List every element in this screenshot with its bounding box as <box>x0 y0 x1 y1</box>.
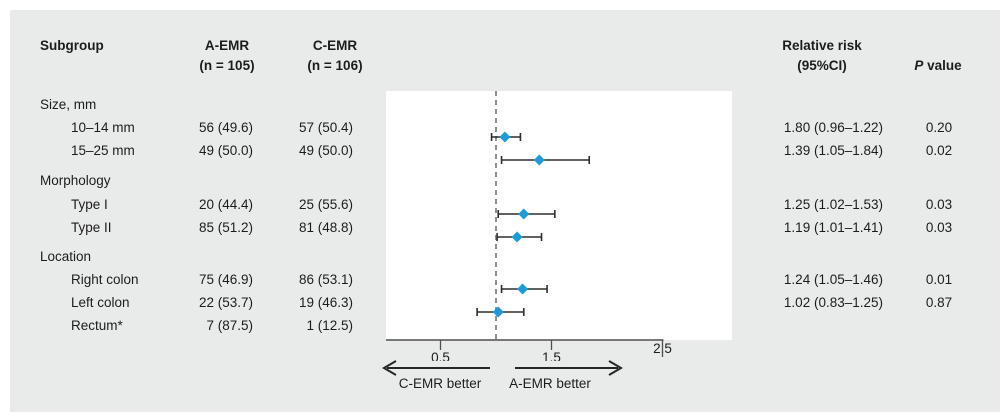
row-label: Type I <box>71 197 108 212</box>
p-value: 0.03 <box>925 197 953 212</box>
p-value-italic-p: P <box>914 58 924 73</box>
header-c-emr: C-EMR <box>312 38 358 53</box>
estimate-diamond <box>518 208 530 220</box>
relative-risk-value: 1.25 (1.02–1.53) <box>783 197 883 212</box>
estimate-diamond <box>492 306 504 318</box>
a-emr-value: 20 (44.4) <box>198 197 253 212</box>
x-tick-label: 0.5 <box>431 350 450 361</box>
p-value: 0.20 <box>925 120 953 135</box>
relative-risk-value: 1.02 (0.83–1.25) <box>783 295 883 310</box>
left-arrow-head <box>382 360 397 376</box>
forest-plot-canvas: 0.5 1.52.5 <box>386 91 732 361</box>
c-emr-value: 57 (50.4) <box>298 120 353 135</box>
p-value-rest: value <box>923 58 962 73</box>
header-relative-risk-ci: (95%CI) <box>797 58 847 73</box>
relative-risk-value: 1.39 (1.05–1.84) <box>783 143 883 158</box>
row-label: Type II <box>71 220 112 235</box>
estimate-diamond <box>499 131 511 143</box>
left-direction-label: C-EMR better <box>398 376 482 391</box>
row-label: Left colon <box>71 295 130 310</box>
header-p-value: P value <box>873 56 1003 75</box>
c-emr-value: 25 (55.6) <box>298 197 353 212</box>
header-subgroup: Subgroup <box>40 38 104 53</box>
a-emr-value: 75 (46.9) <box>198 272 253 287</box>
header-a-emr: A-EMR <box>204 38 250 53</box>
row-label: Rectum* <box>71 318 123 333</box>
figure-panel: Subgroup A-EMR (n = 105) C-EMR (n = 106)… <box>10 10 1000 412</box>
c-emr-value: 19 (46.3) <box>298 295 353 310</box>
c-emr-value: 1 (12.5) <box>306 318 353 333</box>
a-emr-value: 49 (50.0) <box>198 143 253 158</box>
relative-risk-value: 1.24 (1.05–1.46) <box>783 272 883 287</box>
a-emr-value: 7 (87.5) <box>206 318 253 333</box>
right-direction-label: A-EMR better <box>509 376 591 391</box>
direction-arrows <box>382 360 623 376</box>
header-a-emr-n: (n = 105) <box>199 58 255 73</box>
p-value: 0.01 <box>925 272 953 287</box>
c-emr-value: 86 (53.1) <box>298 272 353 287</box>
a-emr-value: 85 (51.2) <box>198 220 253 235</box>
subgroup-group-label: Location <box>40 249 92 264</box>
c-emr-value: 81 (48.8) <box>298 220 353 235</box>
row-label: Right colon <box>71 272 139 287</box>
p-value: 0.03 <box>925 220 953 235</box>
p-value: 0.02 <box>925 143 953 158</box>
estimate-diamond <box>533 154 545 166</box>
c-emr-value: 49 (50.0) <box>298 143 353 158</box>
header-c-emr-n: (n = 106) <box>307 58 363 73</box>
row-label: 10–14 mm <box>71 120 135 135</box>
p-value: 0.87 <box>925 295 953 310</box>
right-arrow-head <box>608 360 623 376</box>
header-relative-risk: Relative risk <box>782 38 862 53</box>
row-label: 15–25 mm <box>71 143 135 158</box>
a-emr-value: 56 (49.6) <box>198 120 253 135</box>
relative-risk-value: 1.19 (1.01–1.41) <box>783 220 883 235</box>
plot-background <box>386 91 732 340</box>
a-emr-value: 22 (53.7) <box>198 295 253 310</box>
relative-risk-value: 1.80 (0.96–1.22) <box>783 120 883 135</box>
subgroup-group-label: Size, mm <box>40 97 97 112</box>
estimate-diamond <box>517 283 529 295</box>
subgroup-group-label: Morphology <box>40 173 111 188</box>
x-tick-label: 1.5 <box>542 350 561 361</box>
